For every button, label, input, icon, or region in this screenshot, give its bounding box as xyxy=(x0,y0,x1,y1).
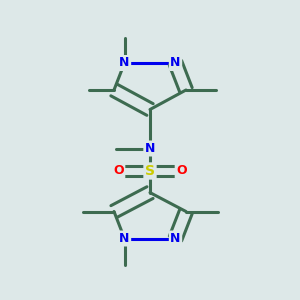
Text: N: N xyxy=(145,142,155,155)
Text: O: O xyxy=(113,164,124,178)
Text: N: N xyxy=(170,232,181,245)
Text: N: N xyxy=(119,56,130,70)
Text: N: N xyxy=(119,232,130,245)
Text: O: O xyxy=(176,164,187,178)
Text: N: N xyxy=(170,56,181,70)
Text: S: S xyxy=(145,164,155,178)
